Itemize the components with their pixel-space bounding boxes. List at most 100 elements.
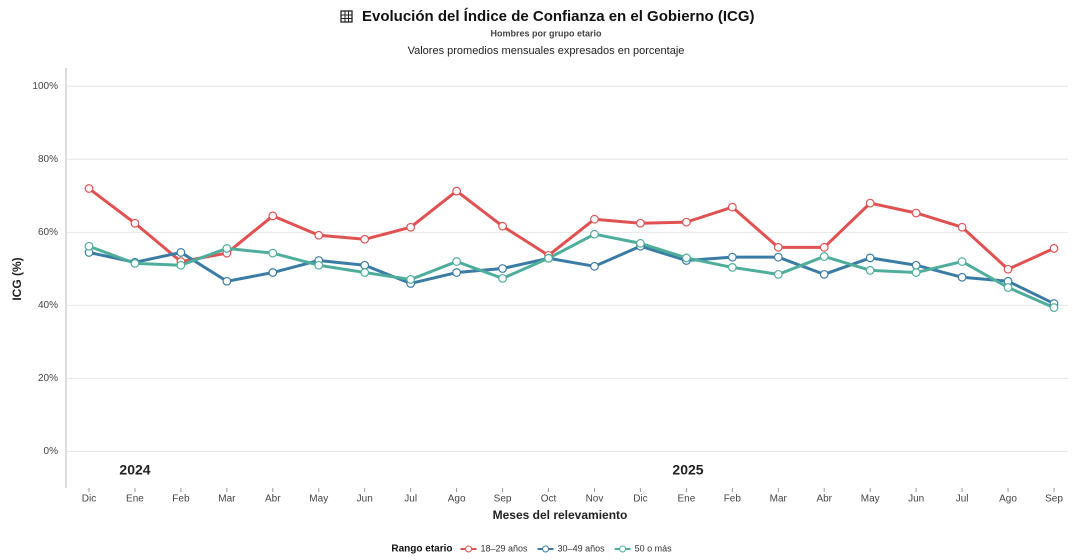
data-point (957, 272, 967, 282)
data-point (360, 268, 370, 277)
x-tick-label: Nov (586, 494, 604, 505)
x-tick-label: Dic (82, 494, 96, 505)
x-tick-label: May (309, 494, 328, 505)
data-point (819, 242, 829, 252)
data-point (406, 275, 416, 284)
x-tick-label: Ago (448, 494, 466, 505)
data-point (727, 252, 737, 262)
data-point (452, 268, 462, 277)
data-point (819, 269, 829, 279)
x-tick-label: Abr (265, 494, 281, 505)
x-tick-label: Mar (770, 494, 788, 505)
data-point (314, 260, 324, 270)
y-tick-label: 40% (38, 300, 58, 311)
data-point (176, 248, 186, 257)
data-point (314, 230, 324, 240)
data-point (268, 211, 278, 221)
data-point (222, 244, 232, 253)
data-point (1003, 283, 1013, 292)
legend-label: 50 o más (635, 543, 673, 553)
x-tick-label: Jul (404, 494, 417, 505)
x-tick-label: Feb (172, 494, 190, 505)
y-axis-label: ICG (%) (10, 257, 24, 300)
data-point (84, 241, 94, 251)
data-point (911, 268, 921, 277)
data-point (176, 260, 186, 270)
data-point (1003, 264, 1013, 274)
data-point (865, 253, 875, 263)
y-tick-label: 100% (32, 81, 58, 92)
data-point (911, 260, 921, 270)
data-point (727, 202, 737, 212)
year-annotation: 2024 (119, 462, 150, 478)
series-line (88, 232, 1055, 309)
data-point (773, 252, 783, 262)
series-line (88, 244, 1055, 305)
data-point (268, 248, 278, 258)
y-tick-label: 60% (38, 227, 58, 238)
data-point (911, 208, 921, 218)
legend-swatch-point (465, 545, 472, 553)
data-point (268, 268, 278, 277)
data-point (544, 253, 553, 263)
x-tick-label: Sep (494, 494, 512, 505)
x-tick-label: Feb (724, 494, 742, 505)
x-tick-label: Jun (357, 494, 373, 505)
legend-label: 30–49 años (558, 543, 606, 553)
y-tick-label: 20% (38, 373, 58, 384)
data-point (590, 261, 599, 271)
data-point (498, 221, 507, 231)
y-tick-label: 80% (38, 154, 58, 165)
x-tick-label: Oct (541, 494, 557, 505)
x-tick-label: May (861, 494, 880, 505)
chart-caption: Valores promedios mensuales expresados e… (408, 45, 685, 57)
data-point (773, 269, 783, 279)
data-point (957, 222, 967, 232)
data-point (590, 214, 599, 224)
data-point (819, 252, 829, 261)
x-tick-label: Ene (126, 494, 144, 505)
data-point (773, 242, 783, 252)
data-point (498, 264, 507, 273)
data-point (636, 218, 645, 228)
title-icon (340, 10, 353, 23)
data-point (590, 229, 599, 239)
data-point (130, 258, 140, 268)
x-tick-label: Dic (633, 494, 647, 505)
series-line (88, 187, 1055, 271)
chart-title: Evolución del Índice de Confianza en el … (362, 8, 755, 25)
data-point (452, 186, 462, 196)
data-point (222, 276, 232, 286)
data-point (452, 257, 462, 266)
year-annotation: 2025 (672, 462, 703, 478)
legend-label: 18–29 años (481, 543, 529, 553)
data-point (498, 273, 507, 283)
x-tick-label: Mar (218, 494, 236, 505)
chart-subtitle: Hombres por grupo etario (490, 28, 602, 38)
x-tick-label: Jul (956, 494, 969, 505)
data-point (727, 263, 737, 272)
x-axis-label: Meses del relevamiento (493, 508, 628, 522)
data-point (1049, 244, 1059, 253)
legend-title: Rango etario (391, 544, 452, 555)
data-point (1049, 303, 1059, 312)
data-point (636, 238, 645, 248)
data-point (865, 198, 875, 208)
data-point (406, 222, 416, 232)
x-tick-label: Ago (999, 494, 1017, 505)
x-tick-label: Sep (1045, 494, 1063, 505)
data-point (130, 218, 140, 228)
data-point (681, 217, 691, 227)
legend-swatch-point (619, 545, 627, 553)
data-point (360, 260, 370, 270)
data-point (865, 265, 875, 275)
x-tick-label: Ene (677, 494, 695, 505)
data-point (84, 184, 94, 193)
data-point (360, 234, 370, 244)
y-tick-label: 0% (44, 446, 59, 457)
x-tick-label: Jun (908, 494, 924, 505)
x-tick-label: Abr (816, 494, 832, 505)
data-point (957, 257, 967, 266)
legend-swatch-point (542, 545, 550, 553)
